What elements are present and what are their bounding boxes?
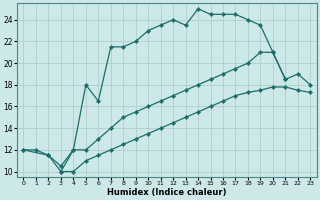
- X-axis label: Humidex (Indice chaleur): Humidex (Indice chaleur): [107, 188, 227, 197]
